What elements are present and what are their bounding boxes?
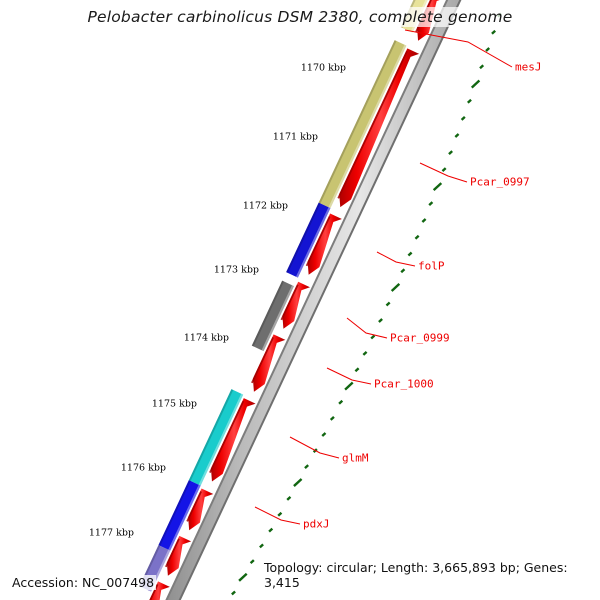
- ruler-tick-mark: [385, 301, 391, 307]
- function-segment-shade: [188, 389, 234, 482]
- gene-label[interactable]: Pcar_0999: [390, 331, 450, 345]
- gene-arrow[interactable]: [252, 334, 286, 392]
- gene-arrow[interactable]: [166, 535, 192, 576]
- function-segment[interactable]: [251, 280, 294, 352]
- gene-arrow-shadow: [337, 51, 408, 199]
- function-segment[interactable]: [139, 545, 171, 592]
- ruler-tick-mark: [268, 527, 274, 533]
- ruler-tick-mark: [293, 478, 303, 487]
- function-segment[interactable]: [318, 40, 407, 209]
- ruler-tick-mark: [362, 351, 368, 356]
- gene-arrow[interactable]: [339, 48, 420, 208]
- gene-label[interactable]: Pcar_0997: [470, 175, 530, 189]
- ruler-tick-mark: [277, 511, 283, 517]
- ruler-tick-label: 1176 kbp: [120, 462, 166, 474]
- ruler-tick-mark: [370, 334, 376, 340]
- ruler-tick-mark: [491, 29, 496, 35]
- ruler-tick-mark: [432, 182, 443, 192]
- ruler-tick-mark: [390, 283, 401, 292]
- ruler-tick-label: 1171 kbp: [272, 131, 318, 143]
- ruler-tick-label: 1173 kbp: [213, 264, 259, 276]
- label-leader-line: [326, 367, 372, 385]
- function-segment[interactable]: [286, 202, 331, 278]
- gene-label[interactable]: glmM: [342, 451, 369, 465]
- label-leader-line: [289, 436, 340, 459]
- ruler-tick-mark: [344, 381, 354, 391]
- label-leader-line: [404, 29, 513, 68]
- function-segment-highlight: [198, 393, 244, 486]
- label-leader-lines: [254, 29, 513, 525]
- gene-arrow-shadow: [186, 491, 202, 522]
- label-leader-line: [254, 506, 301, 525]
- ruler-tick-mark: [479, 64, 485, 70]
- gene-arrow-shadow: [280, 284, 299, 321]
- gene-arrow-shadow: [251, 337, 274, 384]
- ruler-tick-mark: [428, 201, 434, 206]
- ruler-tick-label: 1177 kbp: [88, 527, 134, 539]
- gene-arrow[interactable]: [210, 398, 256, 482]
- gene-label[interactable]: mesJ: [515, 60, 542, 74]
- ruler-tick-mark: [485, 47, 491, 52]
- function-segment-shade: [158, 480, 191, 547]
- gene-label[interactable]: pdxJ: [303, 517, 330, 531]
- ruler-tick-mark: [460, 116, 466, 121]
- ruler-tick-mark: [400, 268, 406, 274]
- ruler-tick-label: 1175 kbp: [151, 398, 197, 410]
- ruler-tick-mark: [354, 367, 360, 373]
- ruler-tick-mark: [321, 432, 327, 437]
- function-segment-highlight: [168, 484, 201, 551]
- ruler-tick-mark: [378, 318, 383, 323]
- function-segment[interactable]: [188, 389, 244, 486]
- gene-arrow-shadow: [149, 584, 159, 600]
- ruler-tick-label: 1172 kbp: [242, 200, 288, 212]
- gene-arrow-shadow: [305, 216, 331, 267]
- function-segment-highlight: [328, 44, 407, 209]
- gene-arrow[interactable]: [282, 281, 310, 329]
- ruler-tick-mark: [454, 133, 460, 138]
- ruler-tick-mark: [231, 590, 236, 596]
- ruler-tick-mark: [407, 251, 413, 257]
- ruler-tick-mark: [467, 98, 472, 104]
- ruler-tick-mark: [249, 559, 255, 564]
- ruler-tick-mark: [304, 464, 309, 469]
- ruler-tick-mark: [238, 572, 248, 582]
- function-segment-shade: [318, 40, 397, 204]
- ruler-tick-arc: [231, 12, 502, 596]
- gene-arrow[interactable]: [188, 488, 214, 531]
- ruler-tick-mark: [470, 79, 481, 89]
- function-segment-highlight: [261, 285, 294, 352]
- ruler-tick-mark: [414, 234, 420, 240]
- ruler-tick-mark: [259, 543, 264, 549]
- function-segment-shade: [251, 280, 284, 347]
- ruler-tick-mark: [441, 167, 447, 173]
- gene-label[interactable]: Pcar_1000: [374, 377, 434, 391]
- gene-arrow[interactable]: [146, 581, 170, 600]
- ruler-tick-mark: [497, 12, 502, 18]
- label-leader-line: [376, 251, 416, 267]
- label-leader-line: [346, 317, 388, 339]
- gene-arrow-shadow: [165, 538, 180, 568]
- ruler-tick-mark: [421, 218, 427, 223]
- function-segment[interactable]: [158, 480, 201, 551]
- ruler-tick-mark: [338, 399, 344, 405]
- gene-arrow[interactable]: [307, 213, 342, 275]
- gene-arrow-shadow: [209, 400, 245, 473]
- ruler-tick-mark: [329, 416, 335, 421]
- ruler-tick-label: 1174 kbp: [183, 332, 229, 344]
- ruler-tick-mark: [448, 150, 453, 155]
- gene-label[interactable]: folP: [418, 259, 445, 273]
- ruler-tick-label: 1170 kbp: [300, 62, 346, 74]
- label-leader-line: [419, 162, 468, 183]
- function-segment-highlight: [295, 207, 331, 278]
- function-segment-shade: [286, 202, 321, 274]
- ruler-tick-mark: [286, 496, 292, 501]
- genome-backbone: [165, 0, 462, 600]
